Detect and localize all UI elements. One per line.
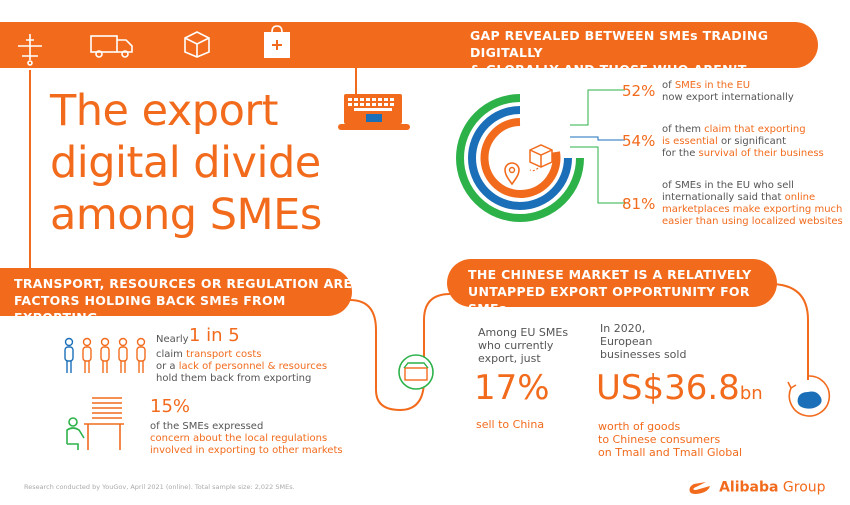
top-banner	[0, 22, 818, 68]
stat-52-pre: of	[662, 80, 675, 91]
top-banner-text: GAP REVEALED BETWEEN SMEs TRADING DIGITA…	[470, 27, 815, 78]
regulation-l2: concern about the local regulations	[150, 433, 328, 444]
stat-52-pct: 52%	[622, 82, 656, 100]
truck-icon	[90, 35, 133, 58]
top-banner-line2: & GLOBALLY AND THOSE WHO AREN’T	[470, 62, 747, 77]
stat-52-rest: now export internationally	[662, 92, 794, 103]
china-right-l2: European	[600, 335, 653, 348]
ring-green	[456, 94, 584, 222]
left-banner	[0, 268, 352, 316]
right-banner-line1: THE CHINESE MARKET IS A RELATIVELY	[468, 267, 752, 282]
china-map-icon	[787, 375, 831, 417]
china-left-foot: sell to China	[476, 418, 545, 431]
airplane-icon	[18, 34, 42, 66]
regulation-text: of the SMEs expressed concern about the …	[150, 421, 350, 457]
china-left-l3: export, just	[478, 352, 541, 365]
china-left-stat: 17%	[474, 368, 550, 408]
connector-right	[770, 283, 809, 380]
laptop-icon	[338, 94, 410, 130]
stat-54-hl: claim that exporting	[704, 124, 806, 135]
china-left-l1: Among EU SMEs	[478, 326, 569, 339]
people-icon	[64, 337, 146, 373]
china-right-f1: worth of goods	[598, 420, 681, 433]
stat-81-pct: 81%	[622, 195, 656, 213]
china-left-text: Among EU SMEs who currently export, just	[478, 326, 588, 365]
stat-52-text: of SMEs in the EU now export internation…	[662, 80, 842, 104]
ring-orange	[480, 118, 561, 198]
transport-l2b: lack of personnel & resources	[178, 361, 328, 372]
stat-54-pre: of them	[662, 124, 705, 135]
china-right-text: In 2020, European businesses sold	[600, 322, 730, 361]
title-line3: among SMEs	[50, 190, 322, 240]
brand-logo: Alibaba Group	[688, 477, 826, 496]
stat-54-text: of them claim that exporting is essentia…	[662, 124, 842, 160]
title-line1: The export	[50, 86, 278, 136]
page-title: The export digital divide among SMEs	[50, 85, 380, 241]
title-line2: digital divide	[50, 138, 321, 188]
stat-rings	[456, 94, 584, 222]
transport-text: claim transport costs or a lack of perso…	[156, 349, 336, 385]
transport-l1b: transport costs	[186, 349, 262, 360]
stat-52-hl: SMEs in the EU	[674, 80, 751, 91]
china-right-f2: to Chinese consumers	[598, 433, 721, 446]
left-banner-line2: FACTORS HOLDING BACK SMEs FROM EXPORTING	[14, 293, 286, 325]
regulation-l1: of the SMEs expressed	[150, 421, 264, 432]
stat-81-l2a: internationally said that	[662, 192, 785, 203]
transport-stat: 1 in 5	[189, 325, 240, 346]
stat-54-rest: for the	[662, 148, 699, 159]
shop-icon	[398, 354, 434, 390]
china-right-l3: businesses sold	[600, 348, 687, 361]
stat-54-hl2: is essential	[662, 136, 718, 147]
connector-top	[340, 64, 357, 100]
china-right-amount: US$36.8	[596, 368, 740, 408]
top-banner-line1: GAP REVEALED BETWEEN SMEs TRADING DIGITA…	[470, 28, 769, 60]
transport-nearly: Nearly	[156, 334, 189, 345]
china-right-l1: In 2020,	[600, 322, 646, 335]
stat-81-l1: of SMEs in the EU who sell	[662, 180, 794, 191]
footer-note: Research conducted by YouGov, April 2021…	[24, 483, 295, 491]
china-left-l2: who currently	[478, 339, 554, 352]
stat-81-text: of SMEs in the EU who sell international…	[662, 180, 847, 228]
left-banner-line1: TRANSPORT, RESOURCES OR REGULATION ARE	[14, 276, 353, 291]
worker-desk-icon	[66, 397, 124, 450]
alibaba-logo-icon	[689, 481, 710, 494]
ring-blue	[468, 106, 572, 210]
box-icon	[184, 31, 210, 58]
stat-connectors	[570, 89, 625, 204]
location-pin-icon	[504, 162, 520, 186]
right-banner-text: THE CHINESE MARKET IS A RELATIVELY UNTAP…	[468, 266, 773, 317]
stat-81-l3: marketplaces make exporting much	[662, 204, 843, 215]
china-right-f3: on Tmall and Tmall Global	[598, 446, 743, 459]
stat-54-mid: or significant	[717, 136, 787, 147]
brand-name: Alibaba	[719, 479, 779, 496]
transport-l1a: claim	[156, 349, 187, 360]
left-banner-text: TRANSPORT, RESOURCES OR REGULATION ARE F…	[14, 275, 354, 326]
stat-81-l4: easier than using localized websites	[662, 216, 843, 227]
shopping-bag-icon	[264, 25, 290, 58]
china-right-foot: worth of goods to Chinese consumers on T…	[598, 420, 768, 459]
regulation-stat: 15%	[150, 396, 191, 417]
china-right-stat: US$36.8bn	[596, 368, 763, 408]
connector-left	[29, 70, 31, 270]
right-banner-line2: UNTAPPED EXPORT OPPORTUNITY FOR SMEs	[468, 284, 750, 316]
regulation-l3: involved in exporting to other markets	[150, 445, 343, 456]
china-right-unit: bn	[739, 383, 763, 404]
package-icon	[529, 144, 553, 172]
stat-54-pct: 54%	[622, 132, 656, 150]
brand-suffix: Group	[778, 479, 826, 496]
right-banner	[447, 259, 777, 307]
connector-middle	[349, 293, 451, 412]
transport-l2a: or a	[156, 361, 179, 372]
transport-l3: hold them back from exporting	[156, 373, 312, 384]
stat-81-l2b: online	[784, 192, 816, 203]
stat-54-hl3: survival of their business	[698, 148, 824, 159]
